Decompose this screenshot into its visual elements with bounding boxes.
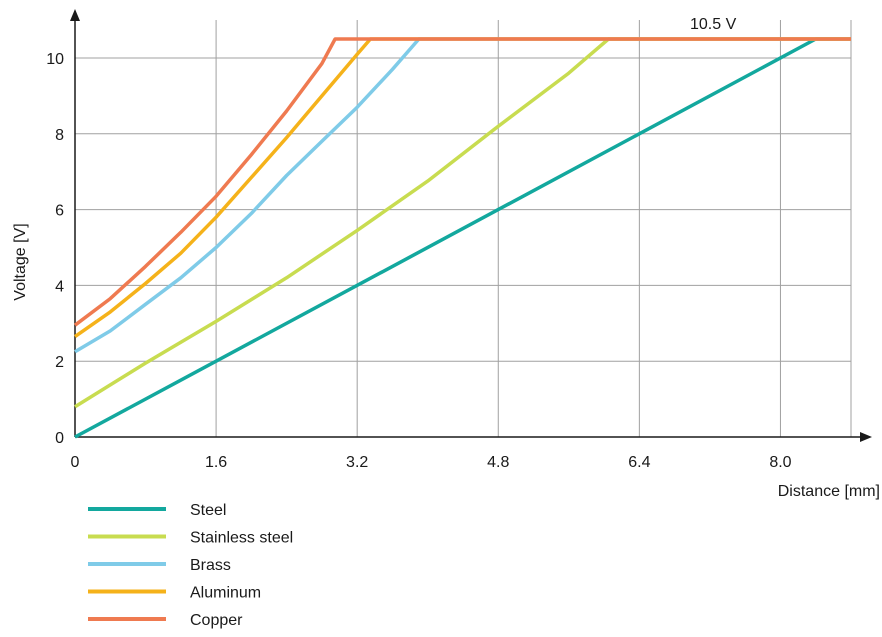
legend-label-brass: Brass	[190, 557, 231, 574]
grid	[75, 20, 852, 437]
x-tick-label: 4.8	[487, 454, 509, 471]
legend-label-copper: Copper	[190, 612, 243, 629]
x-tick-labels: 0 1.6 3.2 4.8 6.4 8.0	[71, 454, 792, 471]
x-tick-label: 6.4	[628, 454, 650, 471]
series-line-stainless-steel	[74, 37, 851, 409]
legend: Steel Stainless steel Brass Aluminum Copper	[88, 502, 293, 629]
y-tick-label: 0	[55, 430, 64, 447]
y-tick-label: 4	[55, 278, 64, 295]
y-tick-label: 6	[55, 203, 64, 220]
series-line-copper	[73, 37, 851, 327]
legend-label-stainless-steel: Stainless steel	[190, 530, 293, 547]
y-tick-label: 2	[55, 354, 64, 371]
series-line-brass	[74, 37, 851, 354]
y-tick-labels: 0 2 4 6 8 10	[46, 51, 64, 447]
x-axis-title: Distance [mm]	[778, 483, 880, 500]
y-axis-arrowhead	[70, 9, 80, 21]
y-tick-label: 8	[55, 127, 64, 144]
legend-label-aluminum: Aluminum	[190, 585, 261, 602]
x-tick-label: 1.6	[205, 454, 227, 471]
x-tick-label: 0	[71, 454, 80, 471]
x-axis-arrowhead	[860, 432, 872, 442]
series-line-aluminum	[73, 37, 851, 339]
y-axis-title: Voltage [V]	[12, 223, 29, 300]
y-tick-label: 10	[46, 51, 64, 68]
legend-label-steel: Steel	[190, 502, 226, 519]
series-line-steel	[74, 37, 851, 439]
saturation-annotation: 10.5 V	[690, 16, 737, 33]
x-tick-label: 3.2	[346, 454, 368, 471]
axes	[70, 9, 872, 442]
x-tick-label: 8.0	[769, 454, 791, 471]
series-lines	[73, 37, 851, 439]
